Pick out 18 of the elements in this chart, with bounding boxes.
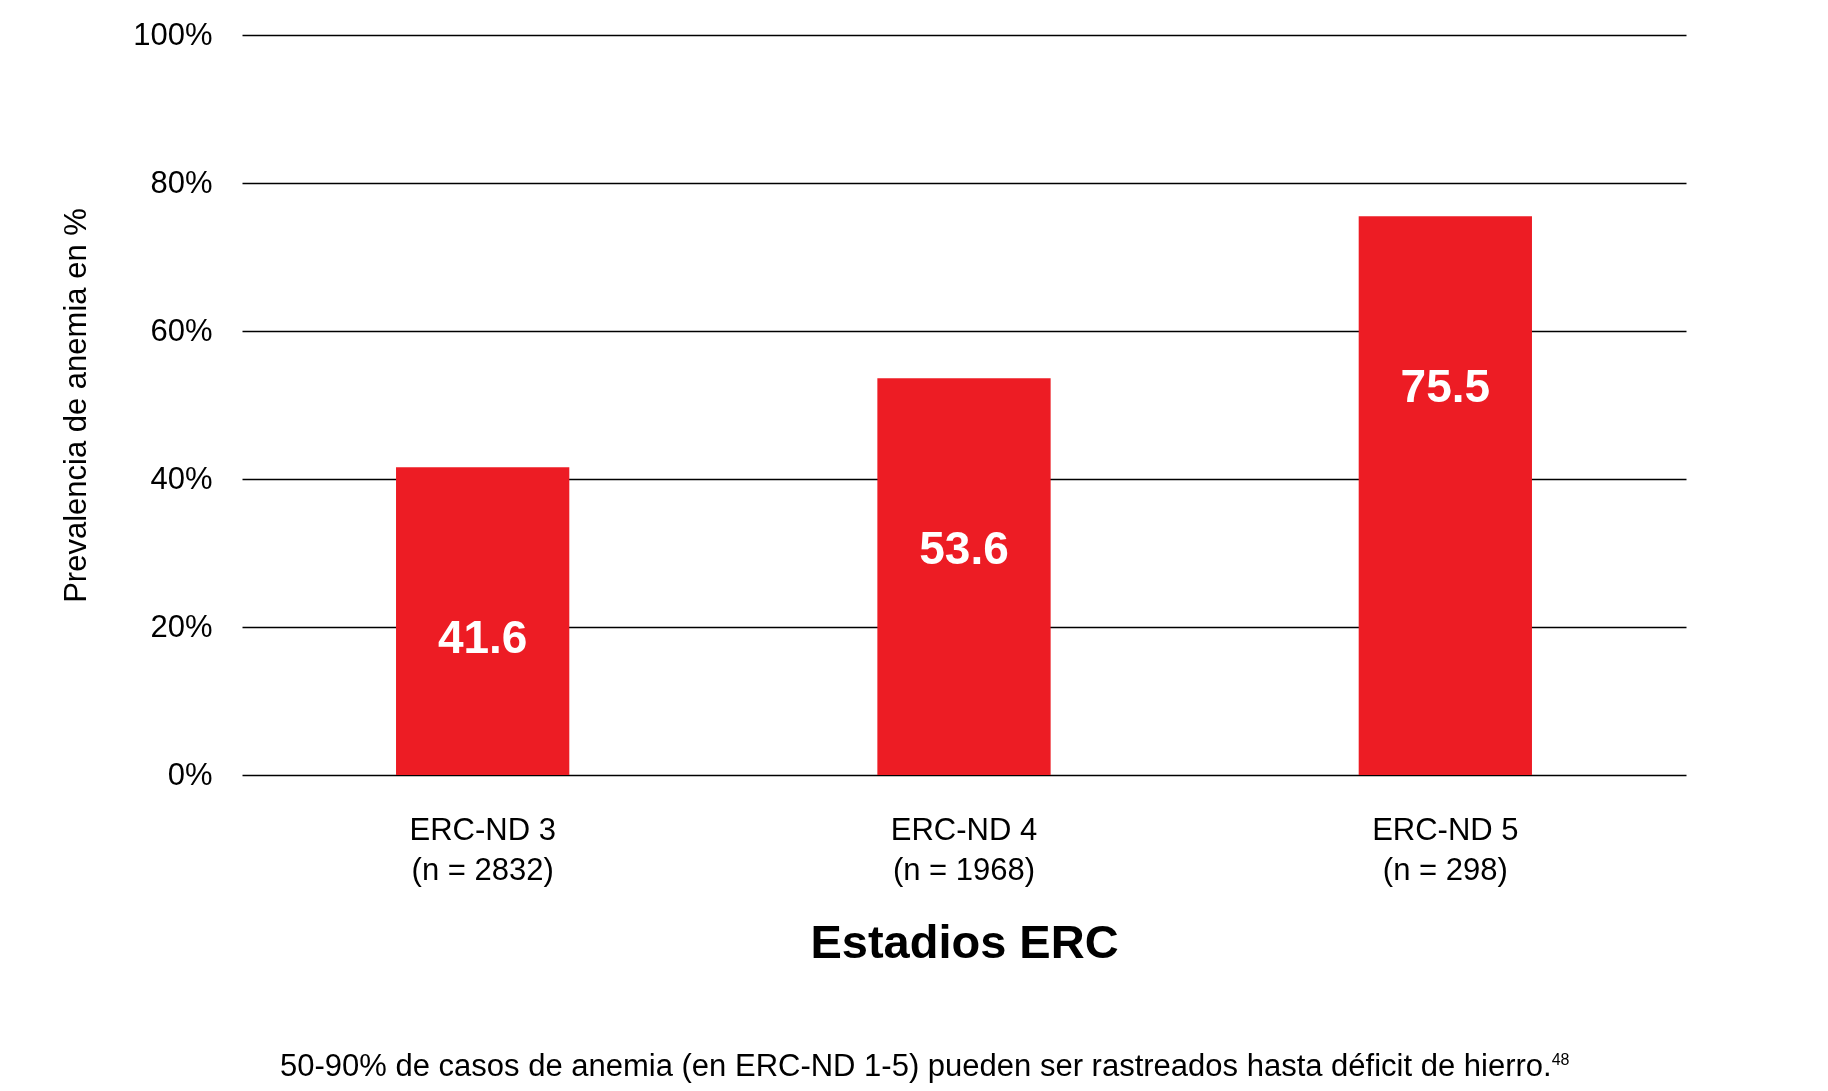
bar [396,467,570,775]
y-tick-label: 20% [150,608,213,644]
x-tick-label: ERC-ND 3 (n = 2832) [409,811,556,887]
y-axis-title: Prevalencia de anemia en % [58,208,94,603]
y-tick-label: 40% [150,460,213,496]
data-label: 41.6 [437,611,528,664]
data-label: 53.6 [919,522,1009,575]
y-tick-label: 80% [150,164,213,200]
x-tick-label: ERC-ND 4 (n = 1968) [890,811,1038,887]
y-tick-label: 0% [167,756,213,792]
text: 50-90% de casos de anemia (en ERC-ND 1-5) pueden ser rastreados hasta déficit de hierro.$^{48}$ [280,1048,1570,1084]
bar [1358,216,1532,775]
x-tick-label: ERC-ND 5 (n = 298) [1372,811,1519,887]
bar [877,378,1051,775]
y-tick-label: 100% [133,16,213,52]
data-label: 75.5 [1400,360,1491,413]
x-axis-title: Estadios ERC [810,914,1119,968]
y-tick-label: 60% [150,312,213,348]
